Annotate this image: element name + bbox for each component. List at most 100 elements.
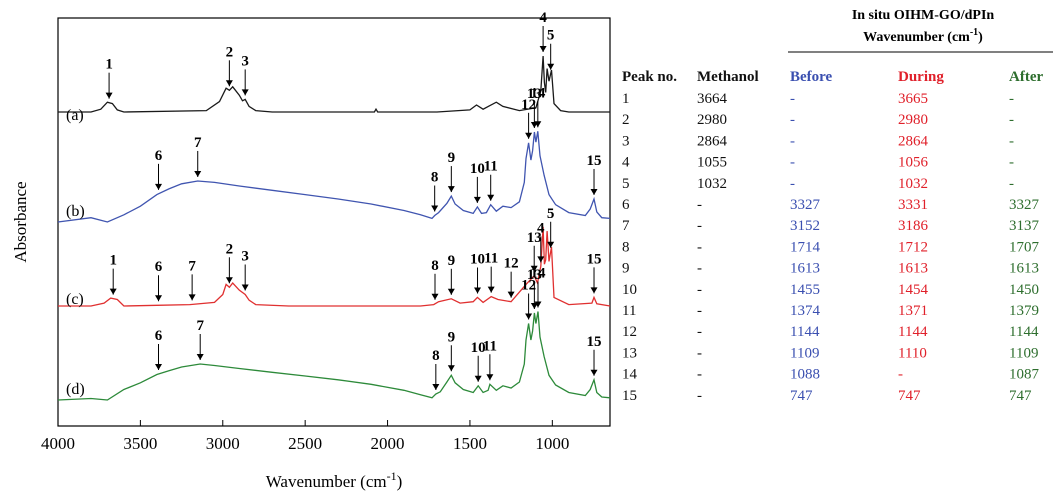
table-cell: 2980 bbox=[697, 112, 727, 128]
table-header-cell: After bbox=[1009, 69, 1043, 85]
table-cell: 1 bbox=[622, 91, 630, 107]
table-cell: 1707 bbox=[1009, 239, 1040, 255]
annotation-arrowhead bbox=[539, 46, 547, 52]
table-cell: - bbox=[790, 155, 795, 171]
x-tick-label: 4000 bbox=[41, 434, 75, 453]
table-cell: 1032 bbox=[697, 176, 727, 192]
table-group-header-line2: Wavenumber (cm-1) bbox=[863, 27, 983, 45]
annotation-arrowhead bbox=[547, 63, 555, 70]
annotation-arrowhead bbox=[432, 384, 440, 390]
annotation-arrowhead bbox=[590, 188, 598, 195]
series-line bbox=[57, 131, 611, 223]
annotation-label: 10 bbox=[471, 340, 486, 356]
annotation-label: 8 bbox=[431, 258, 439, 274]
annotation-label: 9 bbox=[448, 253, 456, 269]
annotation-arrowhead bbox=[473, 196, 481, 203]
annotation-label: 13 bbox=[527, 267, 542, 283]
annotation-label: 7 bbox=[196, 318, 204, 334]
annotation-label: 6 bbox=[155, 148, 163, 164]
series-line bbox=[58, 226, 611, 307]
table-cell: - bbox=[697, 367, 702, 383]
table-cell: 747 bbox=[898, 388, 921, 404]
x-tick-label: 2500 bbox=[288, 434, 322, 453]
series-line bbox=[57, 311, 611, 401]
series-layer: (a) (b) (c) (d) bbox=[57, 55, 611, 401]
table-cell: - bbox=[697, 303, 702, 319]
table-cell: - bbox=[697, 345, 702, 361]
table-header-cell: During bbox=[898, 69, 944, 85]
table-cell: 7 bbox=[622, 218, 630, 234]
table-cell: - bbox=[1009, 91, 1014, 107]
y-axis-label: Absorbance bbox=[11, 181, 30, 262]
table-headers: Peak no. Methanol Before During After bbox=[622, 69, 1043, 85]
table-cell: 747 bbox=[790, 388, 813, 404]
series-label: (d) bbox=[66, 381, 85, 398]
table-cell: - bbox=[790, 133, 795, 149]
annotation-label: 4 bbox=[539, 10, 547, 26]
table-cell: 1087 bbox=[1009, 367, 1040, 383]
x-tick-label: 3500 bbox=[123, 434, 157, 453]
table-cell: 1379 bbox=[1009, 303, 1039, 319]
table-cell: 5 bbox=[622, 176, 630, 192]
table-cell: 1109 bbox=[1009, 345, 1038, 361]
table-cell: - bbox=[697, 218, 702, 234]
annotation-arrowhead bbox=[109, 288, 117, 295]
annotation-arrowhead bbox=[447, 365, 455, 372]
x-tick-label: 3000 bbox=[206, 434, 240, 453]
table-cell: 1371 bbox=[898, 303, 928, 319]
annotation-arrowhead bbox=[225, 80, 233, 87]
series-label: (c) bbox=[66, 291, 84, 308]
table-cell: 3186 bbox=[898, 218, 929, 234]
table-cell: 3327 bbox=[790, 197, 821, 213]
annotation-label: 6 bbox=[155, 328, 163, 344]
annotation-arrowhead bbox=[525, 132, 533, 139]
table-cell: - bbox=[697, 239, 702, 255]
annotation-label: 4 bbox=[537, 220, 545, 236]
table-header-cell: Peak no. bbox=[622, 69, 677, 85]
table-cell: 15 bbox=[622, 388, 637, 404]
series-label: (a) bbox=[66, 107, 84, 124]
table-cell: 1110 bbox=[898, 345, 927, 361]
table-cell: 1613 bbox=[1009, 261, 1039, 277]
table-cell: 1032 bbox=[898, 176, 928, 192]
table-cell: 1613 bbox=[898, 261, 928, 277]
annotation-label: 12 bbox=[521, 278, 536, 294]
table-cell: 2864 bbox=[898, 133, 929, 149]
table-cell: 3152 bbox=[790, 218, 820, 234]
table-cell: 1144 bbox=[1009, 324, 1039, 340]
table-cell: 9 bbox=[622, 261, 630, 277]
table-cell: 1144 bbox=[898, 324, 928, 340]
annotation-label: 15 bbox=[587, 334, 602, 350]
annotation-label: 13 bbox=[527, 86, 542, 102]
annotation-label: 3 bbox=[241, 248, 249, 264]
annotation-arrowhead bbox=[431, 293, 439, 300]
annotation-label: 11 bbox=[483, 338, 497, 354]
annotation-label: 12 bbox=[521, 97, 536, 113]
annotation-arrowhead bbox=[590, 369, 598, 376]
annotation-arrowhead bbox=[194, 170, 202, 177]
annotation-arrowhead bbox=[431, 205, 439, 212]
annotation-label: 7 bbox=[188, 258, 196, 274]
table-cell: - bbox=[697, 282, 702, 298]
annotation-arrowhead bbox=[530, 265, 538, 272]
table-cell: 1455 bbox=[790, 282, 820, 298]
annotation-arrowhead bbox=[155, 295, 163, 302]
annotation-arrowhead bbox=[534, 121, 542, 128]
table-cell: 747 bbox=[1009, 388, 1032, 404]
table-cell: - bbox=[1009, 112, 1014, 128]
annotation-arrowhead bbox=[537, 256, 545, 263]
table-cell: 1450 bbox=[1009, 282, 1039, 298]
annotation-arrowhead bbox=[507, 291, 515, 298]
x-axis-ticks: 4000 3500 3000 2500 2000 1500 1000 bbox=[41, 420, 569, 453]
annotation-label: 13 bbox=[527, 230, 542, 246]
table-cell: 1613 bbox=[790, 261, 820, 277]
table-cell: 1374 bbox=[790, 303, 821, 319]
table-cell: 12 bbox=[622, 324, 637, 340]
annotation-arrowhead bbox=[225, 277, 233, 284]
plot-frame bbox=[57, 17, 611, 427]
table-cell: 13 bbox=[622, 345, 637, 361]
annotation-arrowhead bbox=[474, 287, 482, 294]
table-cell: 10 bbox=[622, 282, 637, 298]
annotation-label: 6 bbox=[155, 259, 163, 275]
